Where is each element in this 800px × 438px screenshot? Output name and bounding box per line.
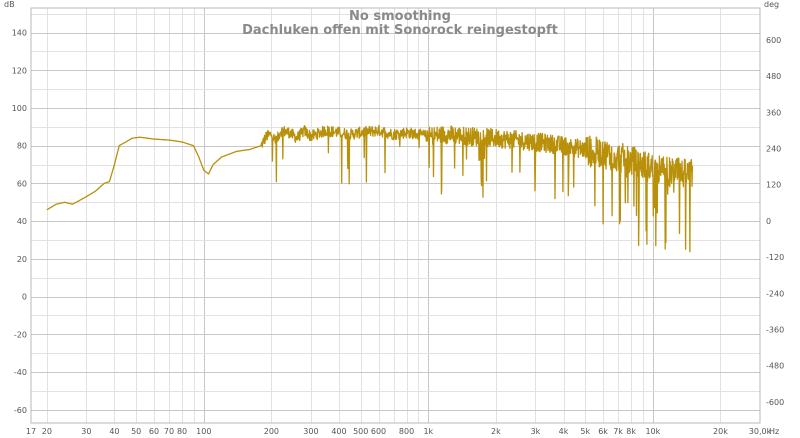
- chart-subtitle: Dachluken offen mit Sonorock reingestopf…: [242, 23, 558, 38]
- x-tick-label: 60: [149, 427, 159, 436]
- x-tick-label: 300: [303, 427, 318, 436]
- y-right-tick-label: 0: [766, 217, 771, 226]
- x-tick-label: 17: [26, 427, 36, 436]
- x-tick-label: 800: [399, 427, 414, 436]
- x-tick-label: 70: [164, 427, 174, 436]
- y-right-tick-label: -120: [766, 253, 784, 262]
- right-axis-unit: deg: [764, 0, 779, 9]
- x-tick-label: 100: [196, 427, 211, 436]
- series-lines: [46, 124, 694, 253]
- x-tick-label: 20k: [713, 427, 728, 436]
- series-line-0: [46, 124, 694, 253]
- grid-lines: [31, 8, 760, 423]
- x-tick-label: 5k: [580, 427, 590, 436]
- x-tick-label: 20: [42, 427, 52, 436]
- x-tick-label: 400: [331, 427, 346, 436]
- y-tick-label: 120: [12, 66, 27, 75]
- x-tick-label: 50: [131, 427, 141, 436]
- y-right-tick-label: -240: [766, 289, 784, 298]
- x-tick-label: 4k: [559, 427, 569, 436]
- x-tick-label: 3k: [531, 427, 541, 436]
- y-tick-label: 20: [17, 255, 27, 264]
- x-axis-unit: Hz: [769, 427, 779, 436]
- y-right-tick-label: 120: [766, 181, 781, 190]
- x-tick-label: 7k: [613, 427, 623, 436]
- x-tick-label: 8k: [626, 427, 636, 436]
- y-tick-label: 40: [17, 217, 27, 226]
- plot-frame: [30, 7, 761, 424]
- y-tick-label: 0: [22, 293, 27, 302]
- x-axis-ticks: 17 20 30 40 50 60 70 80 100 200 300 400 500 600 800 1k 2…: [26, 427, 772, 436]
- y-right-tick-label: 480: [766, 72, 781, 81]
- y-tick-label: 100: [12, 104, 27, 113]
- x-tick-label: 80: [177, 427, 187, 436]
- y-right-tick-label: 600: [766, 36, 781, 45]
- y-tick-label: 60: [17, 179, 27, 188]
- x-tick-label: 30: [81, 427, 91, 436]
- x-tick-label: 200: [264, 427, 279, 436]
- y-tick-label: 140: [12, 29, 27, 38]
- x-tick-label: 10k: [645, 427, 660, 436]
- x-tick-label: 600: [371, 427, 386, 436]
- y-tick-label: 80: [17, 142, 27, 151]
- y-tick-label: -20: [14, 330, 27, 339]
- y-right-tick-label: -600: [766, 398, 784, 407]
- x-tick-label: 1k: [423, 427, 433, 436]
- y-axis-ticks: 140 120 100 80 60 40 20 0 -20 -40 -60: [12, 29, 27, 415]
- y-right-axis-ticks: 600 480 360 240 120 0 -120 -240 -360 -480 -600: [766, 36, 784, 407]
- x-tick-label: 40: [109, 427, 119, 436]
- y-tick-label: -60: [14, 406, 27, 415]
- y-right-tick-label: 360: [766, 108, 781, 117]
- y-tick-label: -40: [14, 368, 27, 377]
- y-right-tick-label: -480: [766, 362, 784, 371]
- y-right-tick-label: -360: [766, 326, 784, 335]
- x-tick-label: 6k: [598, 427, 608, 436]
- chart-title: No smoothing: [349, 9, 451, 24]
- y-right-tick-label: 240: [766, 145, 781, 154]
- left-axis-unit: dB: [4, 0, 15, 9]
- x-tick-label: 500: [353, 427, 368, 436]
- x-tick-label: 2k: [491, 427, 501, 436]
- x-tick-label: 30,0k: [749, 427, 772, 436]
